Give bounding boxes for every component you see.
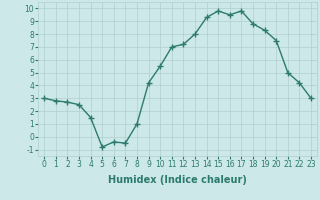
X-axis label: Humidex (Indice chaleur): Humidex (Indice chaleur) [108,175,247,185]
